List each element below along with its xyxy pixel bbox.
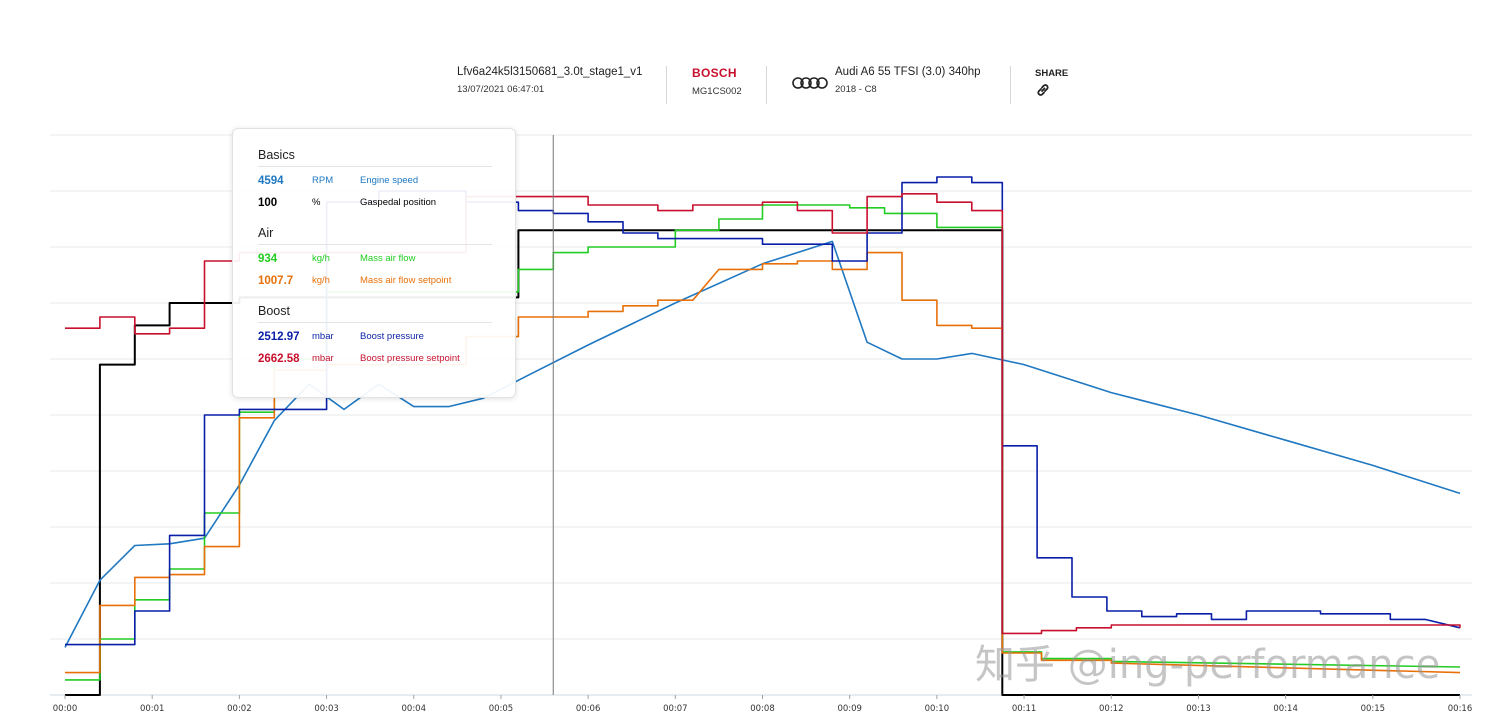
x-tick-label: 00:11 [1012, 704, 1037, 714]
x-tick-label: 00:13 [1186, 704, 1211, 714]
ecu-info: BOSCH MG1CS002 [692, 66, 742, 97]
x-tick-label: 00:16 [1448, 704, 1473, 714]
maf-setpoint-unit: kg/h [312, 275, 330, 286]
file-info: Lfv6a24k5l3150681_3.0t_stage1_v1 13/07/2… [457, 66, 642, 95]
maf-label: Mass air flow [360, 253, 416, 264]
link-icon[interactable] [1035, 82, 1051, 98]
maf-setpoint-value: 1007.7 [258, 275, 294, 287]
boost-setpoint-value: 2662.58 [258, 353, 300, 365]
boost-unit: mbar [312, 331, 334, 342]
section-divider [258, 166, 492, 167]
header-divider [666, 66, 667, 104]
boost-setpoint-unit: mbar [312, 353, 334, 364]
x-tick-label: 00:06 [576, 704, 601, 714]
x-tick-label: 00:14 [1273, 704, 1298, 714]
x-tick-label: 00:03 [314, 704, 339, 714]
x-tick-label: 00:01 [140, 704, 165, 714]
x-tick-label: 00:04 [402, 704, 427, 714]
boost-setpoint-label: Boost pressure setpoint [360, 353, 460, 364]
gaspedal-unit: % [312, 197, 321, 208]
section-divider [258, 244, 492, 245]
car-info: Audi A6 55 TFSI (3.0) 340hp 2018 - C8 [835, 66, 981, 95]
boost-label: Boost pressure [360, 331, 424, 342]
share-button[interactable]: SHARE [1035, 68, 1068, 101]
boost-value: 2512.97 [258, 331, 300, 343]
section-title-boost: Boost [258, 304, 290, 318]
tooltip-row: 100 % Gaspedal position [258, 197, 508, 211]
maf-unit: kg/h [312, 253, 330, 264]
section-title-basics: Basics [258, 148, 295, 162]
car-sub: 2018 - C8 [835, 84, 877, 95]
series-line-engine-speed [64, 240, 1461, 648]
tooltip-row: 1007.7 kg/h Mass air flow setpoint [258, 275, 508, 289]
ecu-brand: BOSCH [692, 66, 737, 80]
tooltip-row: 2512.97 mbar Boost pressure [258, 331, 508, 345]
tooltip-row: 4594 RPM Engine speed [258, 175, 508, 189]
file-date: 13/07/2021 06:47:01 [457, 84, 545, 95]
file-name: Lfv6a24k5l3150681_3.0t_stage1_v1 [457, 66, 643, 78]
x-axis: 00:00 00:01 00:02 00:03 00:04 00:05 00:06 00:07… [53, 695, 1473, 714]
section-divider [258, 322, 492, 323]
x-tick-label: 00:10 [925, 704, 950, 714]
hover-tooltip: Basics 4594 RPM Engine speed 100 % Gaspe… [232, 128, 516, 398]
engine-speed-unit: RPM [312, 175, 334, 186]
maf-setpoint-label: Mass air flow setpoint [360, 275, 452, 286]
engine-speed-value: 4594 [258, 175, 284, 187]
x-tick-label: 00:02 [227, 704, 252, 714]
x-tick-label: 00:00 [53, 704, 78, 714]
chart-series [64, 176, 1461, 696]
gaspedal-value: 100 [258, 197, 278, 209]
watermark: 知乎 @ing-performance [975, 642, 1441, 688]
x-tick-label: 00:07 [663, 704, 688, 714]
x-tick-label: 00:12 [1099, 704, 1124, 714]
maf-value: 934 [258, 253, 278, 265]
x-tick-label: 00:15 [1361, 704, 1386, 714]
tooltip-row: 2662.58 mbar Boost pressure setpoint [258, 353, 508, 367]
share-label[interactable]: SHARE [1035, 68, 1069, 79]
header-divider [1010, 66, 1011, 104]
tooltip-row: 934 kg/h Mass air flow [258, 253, 508, 267]
x-tick-label: 00:08 [750, 704, 775, 714]
x-tick-label: 00:09 [837, 704, 862, 714]
section-title-air: Air [258, 226, 274, 240]
ecu-model: MG1CS002 [692, 86, 742, 97]
engine-speed-label: Engine speed [360, 175, 419, 186]
car-name: Audi A6 55 TFSI (3.0) 340hp [835, 66, 981, 78]
gaspedal-label: Gaspedal position [360, 197, 437, 208]
audi-rings-icon [792, 76, 828, 93]
x-tick-label: 00:05 [489, 704, 514, 714]
header-divider [766, 66, 767, 104]
series-line-mass-air-flow-setpoint [65, 251, 1461, 674]
series-line-mass-air-flow [65, 204, 1461, 681]
series-line-boost-pressure-setpoint [65, 193, 1461, 635]
